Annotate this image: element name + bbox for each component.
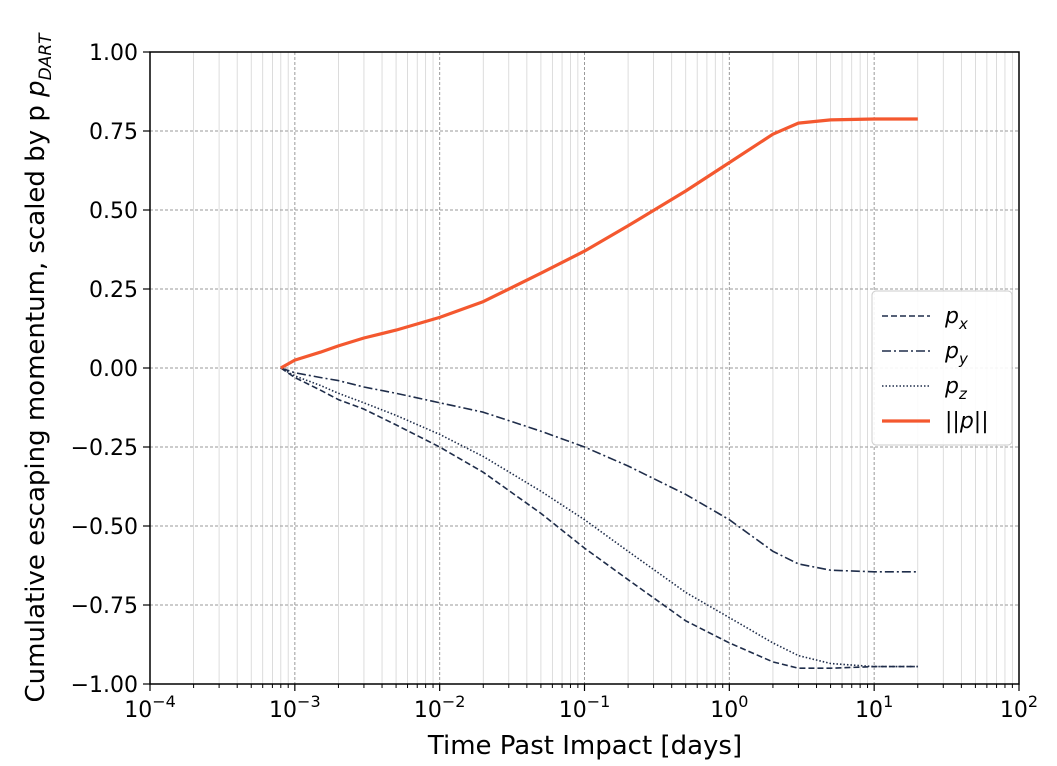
legend-box [871,290,1013,446]
x-axis-label: Time Past Impact [days] [427,731,742,761]
y-tick-label: 0.75 [89,120,138,145]
legend-label: px [944,304,968,333]
series-line-norm [280,117,918,370]
y-tick-label: −1.00 [71,673,138,698]
x-tick-label: 10−3 [269,692,321,723]
series-line-z [280,367,918,668]
x-tick-labels: 10−4 10−3 10−2 10−1 100 101 102 [124,692,1038,723]
x-tick-label: 101 [855,692,893,723]
legend: px py pz ||p|| [871,290,1013,446]
series-lines [280,117,918,670]
series-line-y [280,367,918,573]
y-tick-label: 0.25 [89,278,138,303]
x-tick-label: 10−2 [414,692,466,723]
legend-label: pz [944,374,968,403]
y-tick-label: 0.50 [89,199,138,224]
y-tick-label: 1.00 [89,41,138,66]
y-axis-label: Cumulative escaping momentum, scaled by … [21,32,56,703]
grid [149,51,1020,685]
y-tick-label: −0.50 [71,515,138,540]
axis-ticks [143,51,1020,691]
y-tick-labels: 1.00 0.75 0.50 0.25 0.00 −0.25 −0.50 −0.75 −1.00 [71,41,138,698]
x-tick-label: 102 [1000,692,1038,723]
x-tick-label: 10−4 [124,692,176,723]
legend-label: py [944,339,969,368]
y-tick-label: −0.75 [71,594,138,619]
x-tick-label: 100 [710,692,748,723]
legend-label: ||p|| [945,409,989,434]
series-line-x [280,367,918,670]
y-tick-label: −0.25 [71,436,138,461]
y-tick-label: 0.00 [89,357,138,382]
x-tick-label: 10−1 [559,692,611,723]
